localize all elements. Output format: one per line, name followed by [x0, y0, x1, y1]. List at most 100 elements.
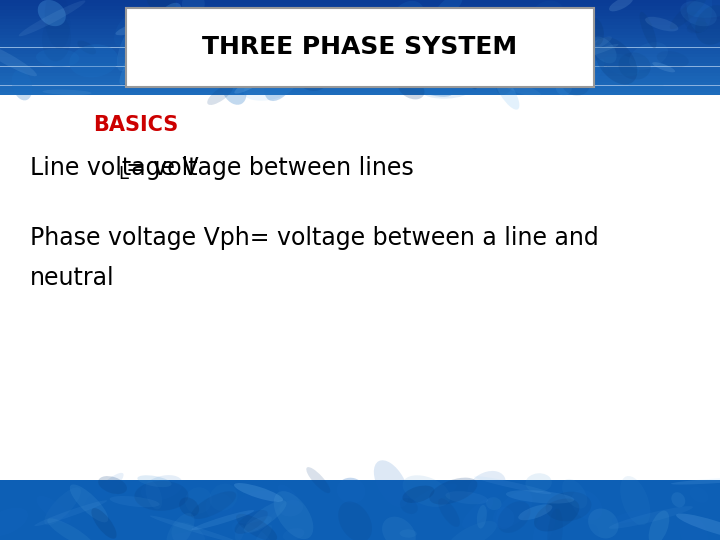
Bar [0, 92, 720, 95]
Ellipse shape [526, 473, 552, 492]
Ellipse shape [503, 71, 544, 77]
Ellipse shape [686, 0, 712, 32]
Ellipse shape [374, 460, 408, 508]
Ellipse shape [312, 16, 342, 44]
Ellipse shape [12, 70, 32, 100]
Ellipse shape [338, 502, 372, 540]
Ellipse shape [382, 517, 415, 540]
Ellipse shape [582, 524, 598, 540]
Ellipse shape [233, 10, 259, 38]
Ellipse shape [37, 496, 71, 524]
Bar [0, 63, 720, 66]
Ellipse shape [42, 90, 91, 95]
Text: BASICS: BASICS [94, 115, 179, 135]
Ellipse shape [274, 491, 313, 539]
Ellipse shape [562, 479, 588, 509]
Text: Line voltage V: Line voltage V [30, 156, 199, 180]
Ellipse shape [306, 467, 330, 493]
Bar [0, 66, 720, 70]
Bar [0, 82, 720, 85]
Ellipse shape [657, 51, 689, 68]
Ellipse shape [271, 37, 314, 72]
Ellipse shape [535, 21, 559, 33]
Ellipse shape [496, 491, 533, 528]
Bar [0, 57, 720, 60]
Ellipse shape [381, 46, 413, 89]
Ellipse shape [192, 510, 254, 530]
Ellipse shape [179, 497, 199, 516]
Ellipse shape [534, 498, 580, 531]
Ellipse shape [328, 30, 366, 58]
Ellipse shape [194, 24, 230, 58]
Ellipse shape [582, 59, 605, 86]
Ellipse shape [222, 76, 246, 105]
Ellipse shape [248, 19, 270, 37]
Ellipse shape [496, 75, 514, 95]
Ellipse shape [671, 492, 685, 507]
Ellipse shape [400, 498, 418, 514]
Ellipse shape [486, 497, 502, 510]
Bar [0, 48, 720, 51]
Ellipse shape [400, 529, 417, 538]
Bar [0, 85, 720, 89]
Ellipse shape [391, 9, 440, 42]
Ellipse shape [45, 487, 81, 525]
Ellipse shape [141, 475, 183, 501]
Ellipse shape [37, 0, 66, 26]
Ellipse shape [684, 11, 706, 33]
Bar [0, 12, 720, 16]
Ellipse shape [244, 500, 287, 532]
Ellipse shape [145, 481, 162, 509]
Bar [0, 35, 720, 38]
Ellipse shape [620, 476, 650, 525]
Ellipse shape [48, 518, 94, 540]
Ellipse shape [467, 471, 505, 503]
Ellipse shape [19, 1, 86, 36]
Text: = voltage between lines: = voltage between lines [126, 156, 413, 180]
Ellipse shape [416, 51, 443, 76]
Ellipse shape [605, 53, 639, 76]
Ellipse shape [171, 532, 210, 540]
Ellipse shape [402, 475, 450, 507]
Ellipse shape [639, 12, 657, 48]
Bar [0, 0, 720, 3]
Ellipse shape [369, 22, 399, 71]
Ellipse shape [314, 20, 366, 38]
Ellipse shape [448, 521, 497, 540]
Ellipse shape [264, 51, 302, 101]
Ellipse shape [652, 62, 675, 72]
Ellipse shape [609, 0, 633, 11]
Bar [0, 44, 720, 48]
Ellipse shape [376, 513, 408, 540]
Ellipse shape [210, 484, 238, 511]
Ellipse shape [456, 35, 495, 66]
Bar [0, 25, 720, 29]
Ellipse shape [494, 73, 519, 110]
Ellipse shape [236, 514, 277, 540]
Bar [0, 70, 720, 73]
Ellipse shape [321, 18, 341, 36]
Bar [0, 32, 720, 35]
Ellipse shape [411, 483, 457, 507]
Ellipse shape [534, 57, 554, 82]
Ellipse shape [18, 491, 50, 516]
Ellipse shape [533, 506, 556, 540]
Ellipse shape [438, 498, 460, 527]
Ellipse shape [435, 0, 462, 19]
Ellipse shape [687, 0, 720, 18]
Ellipse shape [171, 522, 206, 540]
Text: neutral: neutral [30, 266, 114, 290]
Ellipse shape [629, 42, 668, 70]
Bar [0, 60, 720, 63]
Ellipse shape [279, 500, 303, 517]
Ellipse shape [222, 31, 244, 73]
Ellipse shape [429, 478, 477, 504]
Bar [0, 41, 720, 44]
Bar [126, 8, 594, 87]
Ellipse shape [482, 58, 504, 82]
Ellipse shape [571, 490, 603, 521]
Ellipse shape [243, 75, 295, 101]
Ellipse shape [374, 59, 422, 86]
Ellipse shape [127, 15, 166, 49]
Ellipse shape [462, 11, 495, 43]
